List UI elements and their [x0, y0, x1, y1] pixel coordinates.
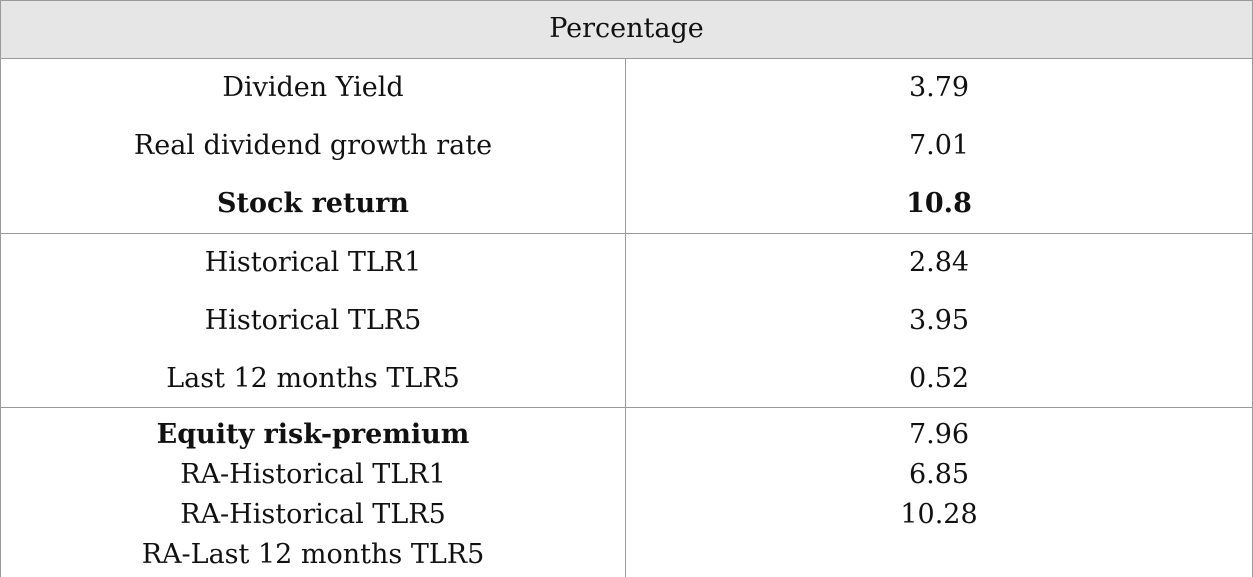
row-label: Historical TLR5 — [204, 305, 422, 336]
row-value: 0.52 — [908, 363, 970, 394]
label-cell: Equity risk-premium RA-Historical TLR1 RA-… — [1, 408, 626, 577]
row-group: Dividen Yield Real dividend growth rate St… — [1, 59, 1252, 234]
row-value: 7.96 — [908, 419, 970, 450]
row-value: 6.85 — [908, 459, 970, 490]
label-cell: Dividen Yield Real dividend growth rate St… — [1, 59, 626, 233]
row-value: 3.95 — [908, 305, 970, 336]
row-label: Last 12 months TLR5 — [166, 363, 460, 394]
row-label: Real dividend growth rate — [133, 130, 493, 161]
row-value: 10.28 — [900, 499, 978, 530]
row-label: RA-Historical TLR5 — [180, 499, 446, 530]
value-cell: 3.79 7.01 10.8 — [626, 59, 1252, 233]
row-label: Historical TLR1 — [204, 247, 422, 278]
row-label: RA-Last 12 months TLR5 — [141, 539, 485, 570]
value-cell: 7.96 6.85 10.28 — [626, 408, 1252, 577]
table-header: Percentage — [1, 1, 1252, 59]
row-value: 3.79 — [908, 72, 970, 103]
row-label: Equity risk-premium — [156, 419, 470, 450]
row-group: Historical TLR1 Historical TLR5 Last 12 mo… — [1, 234, 1252, 408]
row-value: 10.8 — [906, 188, 972, 219]
row-group: Equity risk-premium RA-Historical TLR1 RA-… — [1, 408, 1252, 577]
row-value: 7.01 — [908, 130, 970, 161]
label-cell: Historical TLR1 Historical TLR5 Last 12 mo… — [1, 234, 626, 407]
row-value: 2.84 — [908, 247, 970, 278]
row-label: Dividen Yield — [222, 72, 404, 103]
row-label: RA-Historical TLR1 — [180, 459, 446, 490]
row-label: Stock return — [217, 188, 409, 219]
value-cell: 2.84 3.95 0.52 — [626, 234, 1252, 407]
